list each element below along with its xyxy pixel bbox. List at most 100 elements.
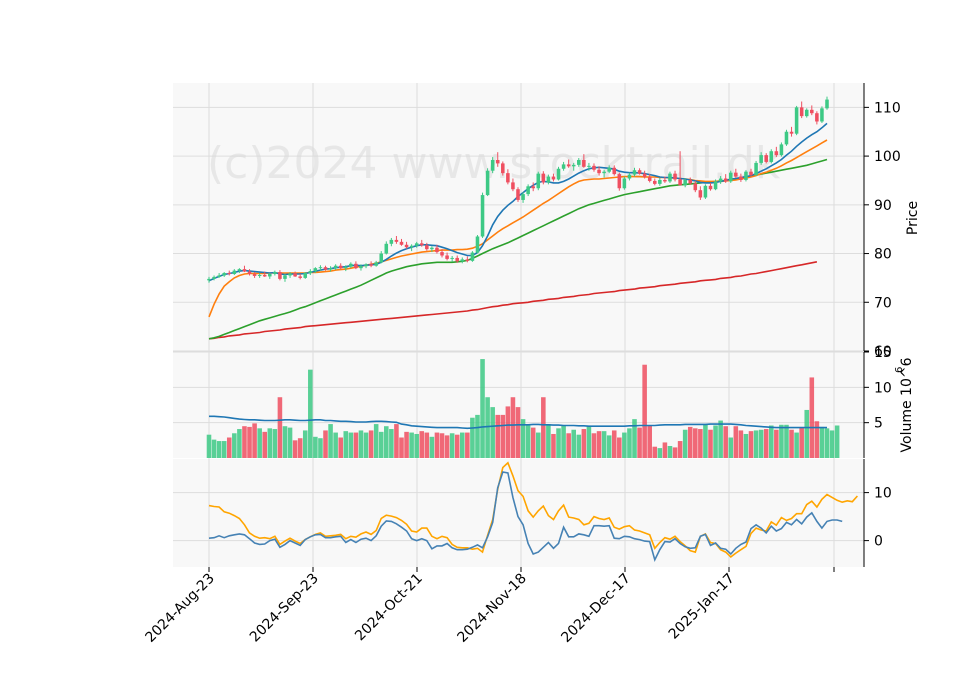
volume-bar: [784, 424, 789, 458]
candle-body: [389, 239, 394, 244]
candle-body: [247, 271, 252, 275]
candle-body: [825, 99, 829, 109]
volume-bar: [662, 442, 668, 458]
volume-bar: [601, 431, 607, 458]
volume-bar: [292, 440, 298, 458]
candle-body: [308, 271, 313, 274]
candle-body: [257, 274, 262, 276]
candle-body: [338, 265, 343, 269]
candle-body: [364, 264, 368, 267]
x-tick-label: 2024-Oct-21: [352, 571, 426, 645]
candle-body: [298, 276, 302, 278]
volume-y-tick-label: 5: [874, 416, 883, 432]
volume-bar: [779, 424, 784, 458]
price-y-tick-label: 90: [874, 198, 892, 214]
volume-bar: [753, 430, 759, 458]
candle-body: [789, 131, 794, 134]
volume-bar: [774, 429, 779, 458]
volume-bar: [667, 445, 673, 458]
candle-body: [404, 244, 409, 248]
candle-body: [465, 259, 470, 261]
volume-bar: [434, 432, 440, 458]
candle-body: [779, 144, 784, 156]
candle-body: [531, 186, 535, 189]
volume-bar: [606, 435, 612, 458]
volume-bar: [657, 448, 663, 458]
volume-bar: [768, 425, 774, 458]
candle-body: [207, 278, 211, 281]
candle-body: [343, 266, 348, 269]
candle-body: [379, 253, 384, 263]
volume-bar: [652, 446, 658, 458]
candle-body: [607, 167, 611, 172]
candle-body: [359, 266, 363, 269]
candle-body: [222, 273, 226, 276]
volume-bar: [698, 429, 703, 458]
candle-body: [273, 272, 277, 275]
volume-bar: [328, 424, 333, 458]
candle-body: [374, 262, 378, 266]
candle-body: [683, 179, 687, 186]
volume-bar: [824, 428, 830, 458]
volume-bar: [510, 397, 516, 458]
volume-bar: [475, 414, 480, 458]
volume-bar: [444, 435, 450, 458]
candle-body: [612, 167, 617, 175]
volume-bar: [576, 434, 582, 458]
candle-body: [774, 151, 779, 156]
candle-body: [394, 239, 399, 242]
candle-body: [723, 178, 728, 182]
volume-bar: [414, 433, 419, 458]
volume-axis-label: Volume 10^6: [899, 357, 915, 452]
volume-bars: [206, 359, 840, 458]
volume-bar: [257, 428, 262, 458]
candle-body: [799, 107, 804, 117]
volume-ma-line: [209, 415, 827, 430]
volume-bar: [348, 432, 354, 458]
x-tick-label: 2024-Aug-23: [142, 571, 217, 646]
candle-body: [769, 151, 774, 162]
candlesticks: [207, 96, 829, 283]
volume-bar: [632, 419, 637, 458]
volume-bar: [713, 425, 718, 458]
x-tick-label: 2024-Sep-23: [247, 571, 322, 646]
x-tick-label: 2024-Nov-18: [455, 571, 530, 646]
volume-bar: [216, 441, 222, 458]
volume-bar: [794, 432, 799, 458]
candle-body: [587, 165, 591, 167]
volume-bar: [571, 429, 577, 458]
volume-bar: [500, 414, 506, 458]
volume-bar: [525, 425, 531, 458]
candle-body: [516, 189, 520, 200]
oscillator-line-a: [208, 471, 843, 563]
candle-body: [262, 274, 267, 277]
volume-bar: [389, 429, 394, 458]
candle-body: [551, 176, 556, 180]
volume-bar: [378, 431, 384, 458]
volume-bar: [682, 429, 688, 458]
volume-bar: [394, 424, 399, 458]
volume-bar: [591, 433, 597, 458]
candle-body: [566, 164, 571, 167]
volume-bar: [708, 429, 713, 458]
volume-bar: [581, 429, 587, 458]
volume-bar: [829, 430, 835, 458]
volume-bar: [454, 434, 460, 458]
volume-bar: [297, 438, 303, 458]
candle-body: [546, 176, 551, 183]
volume-bar: [221, 441, 227, 458]
volume-bar: [480, 359, 485, 458]
volume-exponent: 6: [894, 367, 905, 373]
price-y-tick-label: 80: [874, 247, 892, 263]
candle-body: [425, 245, 429, 250]
candle-body: [212, 276, 216, 279]
candle-body: [718, 178, 723, 182]
volume-bar: [495, 414, 501, 458]
candle-body: [658, 179, 662, 184]
candle-body: [739, 176, 743, 180]
volume-bar: [470, 417, 475, 458]
volume-bar: [687, 426, 693, 458]
volume-bar: [399, 437, 404, 458]
volume-y-tick-label: 10: [874, 380, 892, 396]
